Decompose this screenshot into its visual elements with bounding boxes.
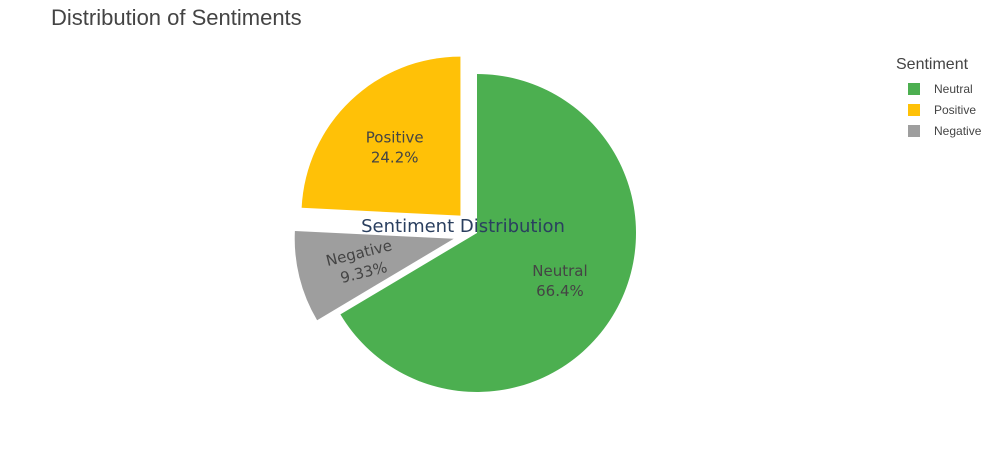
legend-item-neutral[interactable]: Neutral	[896, 78, 981, 99]
legend-label: Neutral	[934, 81, 973, 96]
slice-label-neutral: Neutral 66.4%	[532, 262, 587, 300]
slices-layer	[294, 56, 636, 393]
legend-item-negative[interactable]: Negative	[896, 120, 981, 141]
legend-label: Positive	[934, 102, 977, 117]
slice-label-name: Positive	[366, 129, 424, 147]
slice-label-percent: 24.2%	[371, 149, 419, 167]
legend-title: Sentiment	[896, 56, 969, 73]
legend: Sentiment Neutral Positive Negative	[896, 56, 981, 141]
legend-swatch	[908, 103, 920, 116]
pie-slice-positive[interactable]	[301, 56, 461, 216]
legend-items: Neutral Positive Negative	[896, 78, 981, 141]
legend-swatch	[908, 124, 920, 137]
legend-item-positive[interactable]: Positive	[896, 99, 981, 120]
chart-title: Distribution of Sentiments	[51, 5, 302, 30]
pie-slice-negative[interactable]	[294, 230, 454, 321]
center-annotation: Sentiment Distribution	[361, 216, 565, 237]
slice-label-percent: 66.4%	[536, 282, 584, 300]
slice-label-positive: Positive 24.2%	[366, 129, 424, 167]
slice-label-name: Neutral	[532, 262, 587, 280]
pie-slice-neutral[interactable]	[340, 74, 636, 393]
legend-label: Negative	[934, 123, 982, 138]
legend-swatch	[908, 82, 920, 95]
